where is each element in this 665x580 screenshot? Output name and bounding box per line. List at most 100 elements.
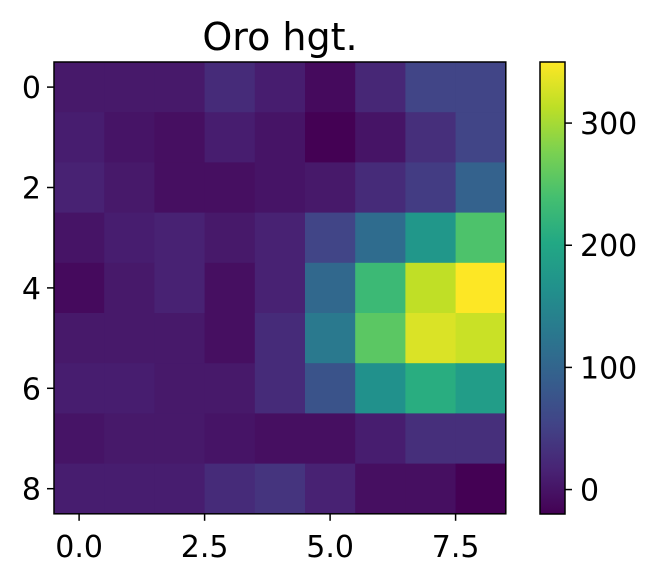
heatmap-cell <box>254 363 306 414</box>
colorbar-tick-label: 100 <box>580 351 637 386</box>
y-tick-label: 8 <box>22 473 41 508</box>
heatmap-cell <box>54 212 105 264</box>
heatmap-cell <box>305 313 356 364</box>
heatmap-cell <box>305 413 356 465</box>
heatmap-cell <box>405 413 457 465</box>
heatmap-cell <box>204 313 256 364</box>
heatmap-cell <box>154 162 206 214</box>
heatmap-cell <box>355 262 406 314</box>
heatmap-cell <box>254 162 306 214</box>
colorbar-axis: 0 100 200 300 <box>565 107 637 509</box>
heatmap-cell <box>154 112 206 163</box>
heatmap-cell <box>54 413 105 465</box>
heatmap-cell <box>355 463 406 515</box>
chart-title: Oro hgt. <box>202 15 357 59</box>
heatmap-cell <box>104 313 155 364</box>
heatmap-cell <box>355 112 406 163</box>
heatmap-cell <box>254 463 306 515</box>
heatmap-cell <box>455 212 507 264</box>
y-tick-label: 6 <box>22 372 41 407</box>
y-tick-label: 0 <box>22 71 41 106</box>
x-axis: 0.0 2.5 5.0 7.5 <box>55 513 480 565</box>
heatmap-cell <box>405 262 457 314</box>
heatmap-cell <box>305 62 356 113</box>
heatmap-cell <box>204 413 256 465</box>
heatmap-cell <box>104 463 155 515</box>
x-tick-label: 7.5 <box>432 530 480 565</box>
heatmap-cell <box>405 363 457 414</box>
heatmap-cell <box>104 363 155 414</box>
heatmap-cell <box>104 162 155 214</box>
heatmap-cells <box>54 62 507 515</box>
x-tick-label: 0.0 <box>55 530 103 565</box>
heatmap-cell <box>254 413 306 465</box>
heatmap-cell <box>204 363 256 414</box>
heatmap-cell <box>104 112 155 163</box>
heatmap-cell <box>204 212 256 264</box>
heatmap-cell <box>355 363 406 414</box>
heatmap-cell <box>455 162 507 214</box>
heatmap-cell <box>254 212 306 264</box>
heatmap-cell <box>305 112 356 163</box>
heatmap-cell <box>104 413 155 465</box>
heatmap-cell <box>204 262 256 314</box>
y-axis: 0 2 4 6 8 <box>22 71 54 508</box>
heatmap-cell <box>355 313 406 364</box>
colorbar-tick-label: 200 <box>580 229 637 264</box>
heatmap-cell <box>204 62 256 113</box>
heatmap-cell <box>204 162 256 214</box>
heatmap-cell <box>305 262 356 314</box>
heatmap-cell <box>54 463 105 515</box>
heatmap-cell <box>54 313 105 364</box>
y-tick-label: 4 <box>22 272 41 307</box>
heatmap-cell <box>355 212 406 264</box>
heatmap-cell <box>305 212 356 264</box>
heatmap-cell <box>154 463 206 515</box>
heatmap-cell <box>154 363 206 414</box>
heatmap-cell <box>204 463 256 515</box>
heatmap-cell <box>455 112 507 163</box>
heatmap-cell <box>455 313 507 364</box>
heatmap-cell <box>305 162 356 214</box>
heatmap-cell <box>54 62 105 113</box>
heatmap-cell <box>54 162 105 214</box>
heatmap-cell <box>455 413 507 465</box>
heatmap-cell <box>104 62 155 113</box>
heatmap-cell <box>455 463 507 515</box>
heatmap-cell <box>54 363 105 414</box>
heatmap-cell <box>405 62 457 113</box>
heatmap-cell <box>305 363 356 414</box>
x-tick-label: 2.5 <box>181 530 229 565</box>
heatmap-cell <box>254 313 306 364</box>
heatmap-cell <box>254 112 306 163</box>
heatmap-cell <box>455 62 507 113</box>
heatmap-cell <box>355 162 406 214</box>
heatmap-cell <box>154 262 206 314</box>
colorbar-tick-label: 300 <box>580 107 637 142</box>
heatmap-cell <box>154 313 206 364</box>
heatmap-cell <box>405 162 457 214</box>
colorbar <box>539 61 566 515</box>
heatmap-cell <box>54 262 105 314</box>
heatmap-cell <box>455 262 507 314</box>
heatmap-cell <box>405 313 457 364</box>
heatmap-cell <box>405 463 457 515</box>
heatmap-cell <box>154 62 206 113</box>
heatmap-cell <box>355 413 406 465</box>
heatmap-cell <box>204 112 256 163</box>
heatmap-cell <box>355 62 406 113</box>
heatmap-cell <box>54 112 105 163</box>
heatmap-cell <box>405 212 457 264</box>
heatmap-cell <box>104 262 155 314</box>
x-tick-label: 5.0 <box>306 530 354 565</box>
colorbar-tick-label: 0 <box>580 474 599 509</box>
heatmap-cell <box>154 212 206 264</box>
y-tick-label: 2 <box>22 172 41 207</box>
heatmap-cell <box>455 363 507 414</box>
heatmap-cell <box>254 62 306 113</box>
heatmap-cell <box>405 112 457 163</box>
heatmap-cell <box>154 413 206 465</box>
heatmap-cell <box>305 463 356 515</box>
heatmap-cell <box>254 262 306 314</box>
